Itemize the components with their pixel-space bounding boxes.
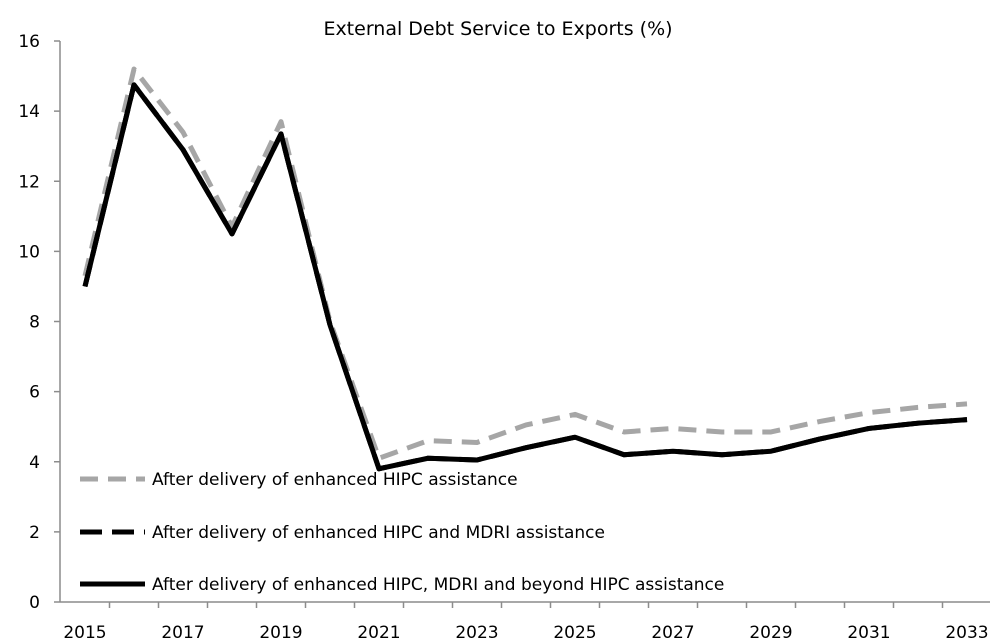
y-tick-label: 0 <box>29 593 40 613</box>
series-line-2 <box>82 82 968 472</box>
y-tick-label: 12 <box>18 172 40 192</box>
chart-title: External Debt Service to Exports (%) <box>323 18 672 40</box>
y-tick-label: 14 <box>18 102 40 122</box>
y-tick-label: 8 <box>29 313 40 333</box>
legend-label-3: After delivery of enhanced HIPC, MDRI an… <box>152 575 724 595</box>
x-tick-label: 2021 <box>357 623 400 643</box>
x-tick-label: 2033 <box>945 623 988 643</box>
series-layer <box>82 66 968 472</box>
y-tick-label: 6 <box>29 383 40 403</box>
x-tick-label: 2025 <box>553 623 596 643</box>
x-tick-label: 2017 <box>161 623 204 643</box>
y-tick-label: 4 <box>29 453 40 473</box>
x-tick-label: 2023 <box>455 623 498 643</box>
y-axis-ticks: 0 2 4 6 8 10 12 14 16 <box>18 32 60 613</box>
legend-label-2: After delivery of enhanced HIPC and MDRI… <box>152 523 605 543</box>
legend-label-1: After delivery of enhanced HIPC assistan… <box>152 470 518 490</box>
x-tick-label: 2029 <box>749 623 792 643</box>
series-line-3 <box>82 82 968 472</box>
x-tick-label: 2027 <box>651 623 694 643</box>
x-tick-label: 2031 <box>847 623 890 643</box>
series-line-1 <box>82 66 968 461</box>
axes <box>59 41 990 603</box>
x-tick-label: 2015 <box>63 623 106 643</box>
y-tick-label: 2 <box>29 523 40 543</box>
y-tick-label: 16 <box>18 32 40 52</box>
x-axis-ticks: 2015 2017 2019 2021 2023 2025 2027 2029 2031 2033 <box>63 602 989 643</box>
y-tick-label: 10 <box>18 242 40 262</box>
legend: After delivery of enhanced HIPC assistan… <box>80 470 724 595</box>
x-tick-label: 2019 <box>259 623 302 643</box>
